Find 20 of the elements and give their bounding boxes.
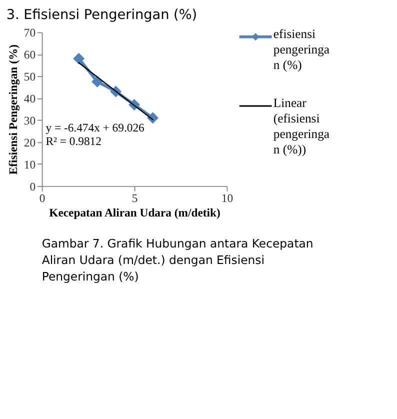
y-tick-label: 0 [30,180,36,194]
point [73,52,85,64]
x-tick-label: 5 [132,192,138,206]
legend-label: efisiensi pengeringan (%) [273,27,330,72]
legend-label: Linear (efisiensi pengeringan (%)) [273,96,330,156]
y-tick-label: 40 [24,92,36,106]
y-tick-label: 20 [24,136,36,150]
x-tick-label: 0 [39,192,46,206]
x-axis-title: Kecepatan Aliran Udara (m/detik) [49,206,221,220]
text: Gambar 7. Grafik Hubungan antara Kecepatan Aliran Udara (m/det.) dengan Efisiensi Pengeringan (%) [42,236,314,284]
annotation: R² = 0.9812 [46,135,102,148]
y-tick-label: 50 [24,70,36,84]
y-tick-label: 10 [24,158,36,172]
annotation: y = -6.474x + 69.026 [46,121,145,134]
y-tick-label: 60 [24,48,36,62]
x-tick-label: 10 [221,192,234,206]
y-tick-label: 70 [24,26,36,40]
y-tick-label: 30 [24,114,36,128]
chart-title: 3. Efisiensi Pengeringan (%) [6,7,198,24]
y-axis-title: Efisiensi Pengeringan (%) [7,44,20,175]
